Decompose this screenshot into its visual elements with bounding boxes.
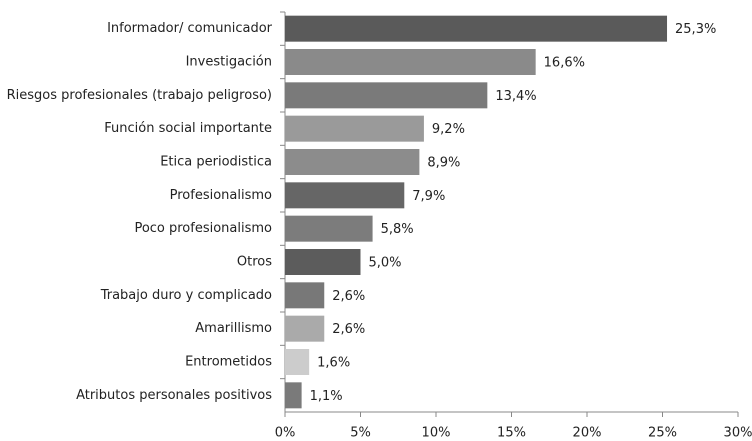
- value-label: 5,8%: [381, 222, 414, 237]
- bar: [285, 149, 420, 175]
- value-label: 25,3%: [675, 22, 716, 37]
- y-tick-label: Poco profesionalismo: [134, 221, 272, 236]
- y-tick-label: Profesionalismo: [170, 188, 272, 203]
- bar: [285, 315, 325, 342]
- value-label: 8,9%: [427, 156, 460, 171]
- y-tick-label: Trabajo duro y complicado: [100, 288, 272, 303]
- bar: [285, 15, 668, 42]
- x-tick-label: 10%: [422, 426, 451, 441]
- value-label: 16,6%: [544, 56, 585, 71]
- bar: [285, 249, 361, 275]
- y-tick-label: Informador/ comunicador: [107, 21, 273, 36]
- x-tick-label: 5%: [350, 426, 371, 441]
- y-tick-label: Función social importante: [104, 121, 272, 136]
- bar: [285, 182, 405, 209]
- x-tick-label: 20%: [573, 426, 602, 441]
- value-label: 7,9%: [412, 189, 445, 204]
- bar: [285, 49, 536, 75]
- value-label: 5,0%: [369, 256, 402, 271]
- value-label: 13,4%: [495, 89, 536, 104]
- value-label: 2,6%: [332, 322, 365, 337]
- bar: [285, 215, 373, 242]
- value-label: 9,2%: [432, 122, 465, 137]
- value-label: 2,6%: [332, 289, 365, 304]
- x-tick-label: 15%: [497, 426, 526, 441]
- x-tick-label: 30%: [724, 426, 752, 441]
- x-tick-label: 25%: [648, 426, 677, 441]
- bar: [285, 282, 325, 309]
- y-tick-label: Investigación: [186, 55, 272, 70]
- bar: [285, 115, 424, 142]
- value-label: 1,1%: [310, 389, 343, 404]
- y-tick-label: Amarillismo: [195, 321, 272, 336]
- y-tick-label: Atributos personales positivos: [76, 388, 272, 403]
- value-label: 1,6%: [317, 356, 350, 371]
- y-tick-label: Riesgos profesionales (trabajo peligroso…: [7, 88, 272, 103]
- y-tick-label: Etica periodistica: [160, 155, 272, 170]
- y-tick-label: Otros: [237, 255, 272, 270]
- x-tick-label: 0%: [275, 426, 296, 441]
- bar: [285, 82, 488, 109]
- bar: [285, 349, 310, 375]
- bar: [285, 382, 302, 409]
- y-tick-label: Entrometidos: [185, 355, 272, 370]
